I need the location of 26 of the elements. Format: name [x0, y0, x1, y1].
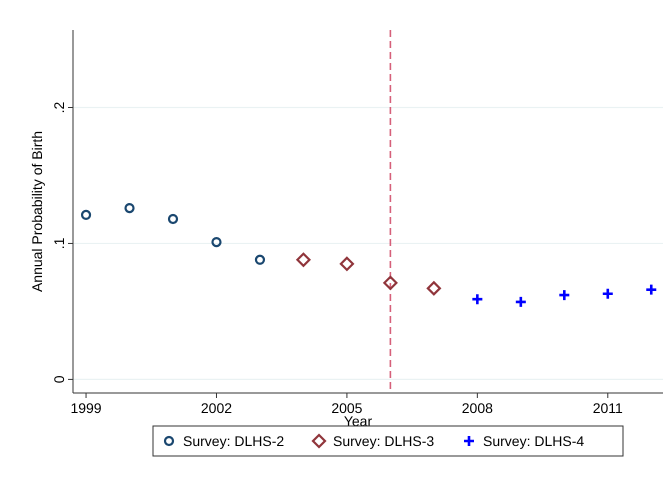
point — [601, 287, 614, 300]
point — [168, 214, 178, 224]
legend-label: Survey: DLHS-2 — [183, 433, 284, 449]
point — [124, 203, 135, 214]
x-tick-label: 1999 — [70, 400, 102, 416]
point — [471, 292, 484, 306]
point — [296, 252, 311, 267]
y-tick-label: .2 — [51, 101, 67, 114]
point — [514, 296, 528, 308]
point — [558, 288, 571, 302]
x-tick-label: 2005 — [331, 400, 363, 416]
point — [340, 256, 354, 271]
point — [211, 236, 222, 248]
point — [254, 254, 266, 265]
x-tick-label: 2011 — [592, 400, 624, 416]
legend-label: Survey: DLHS-3 — [333, 433, 434, 449]
y-axis-title: Annual Probability of Birth — [29, 130, 45, 292]
point — [383, 276, 398, 290]
legend-label: Survey: DLHS-4 — [483, 433, 584, 449]
point — [426, 281, 441, 296]
y-tick-label: .1 — [51, 237, 67, 250]
point — [80, 210, 92, 220]
x-tick-label: 2002 — [200, 400, 232, 416]
x-tick-label: 2008 — [462, 400, 494, 416]
point — [644, 283, 658, 296]
y-tick-label: 0 — [51, 375, 67, 384]
